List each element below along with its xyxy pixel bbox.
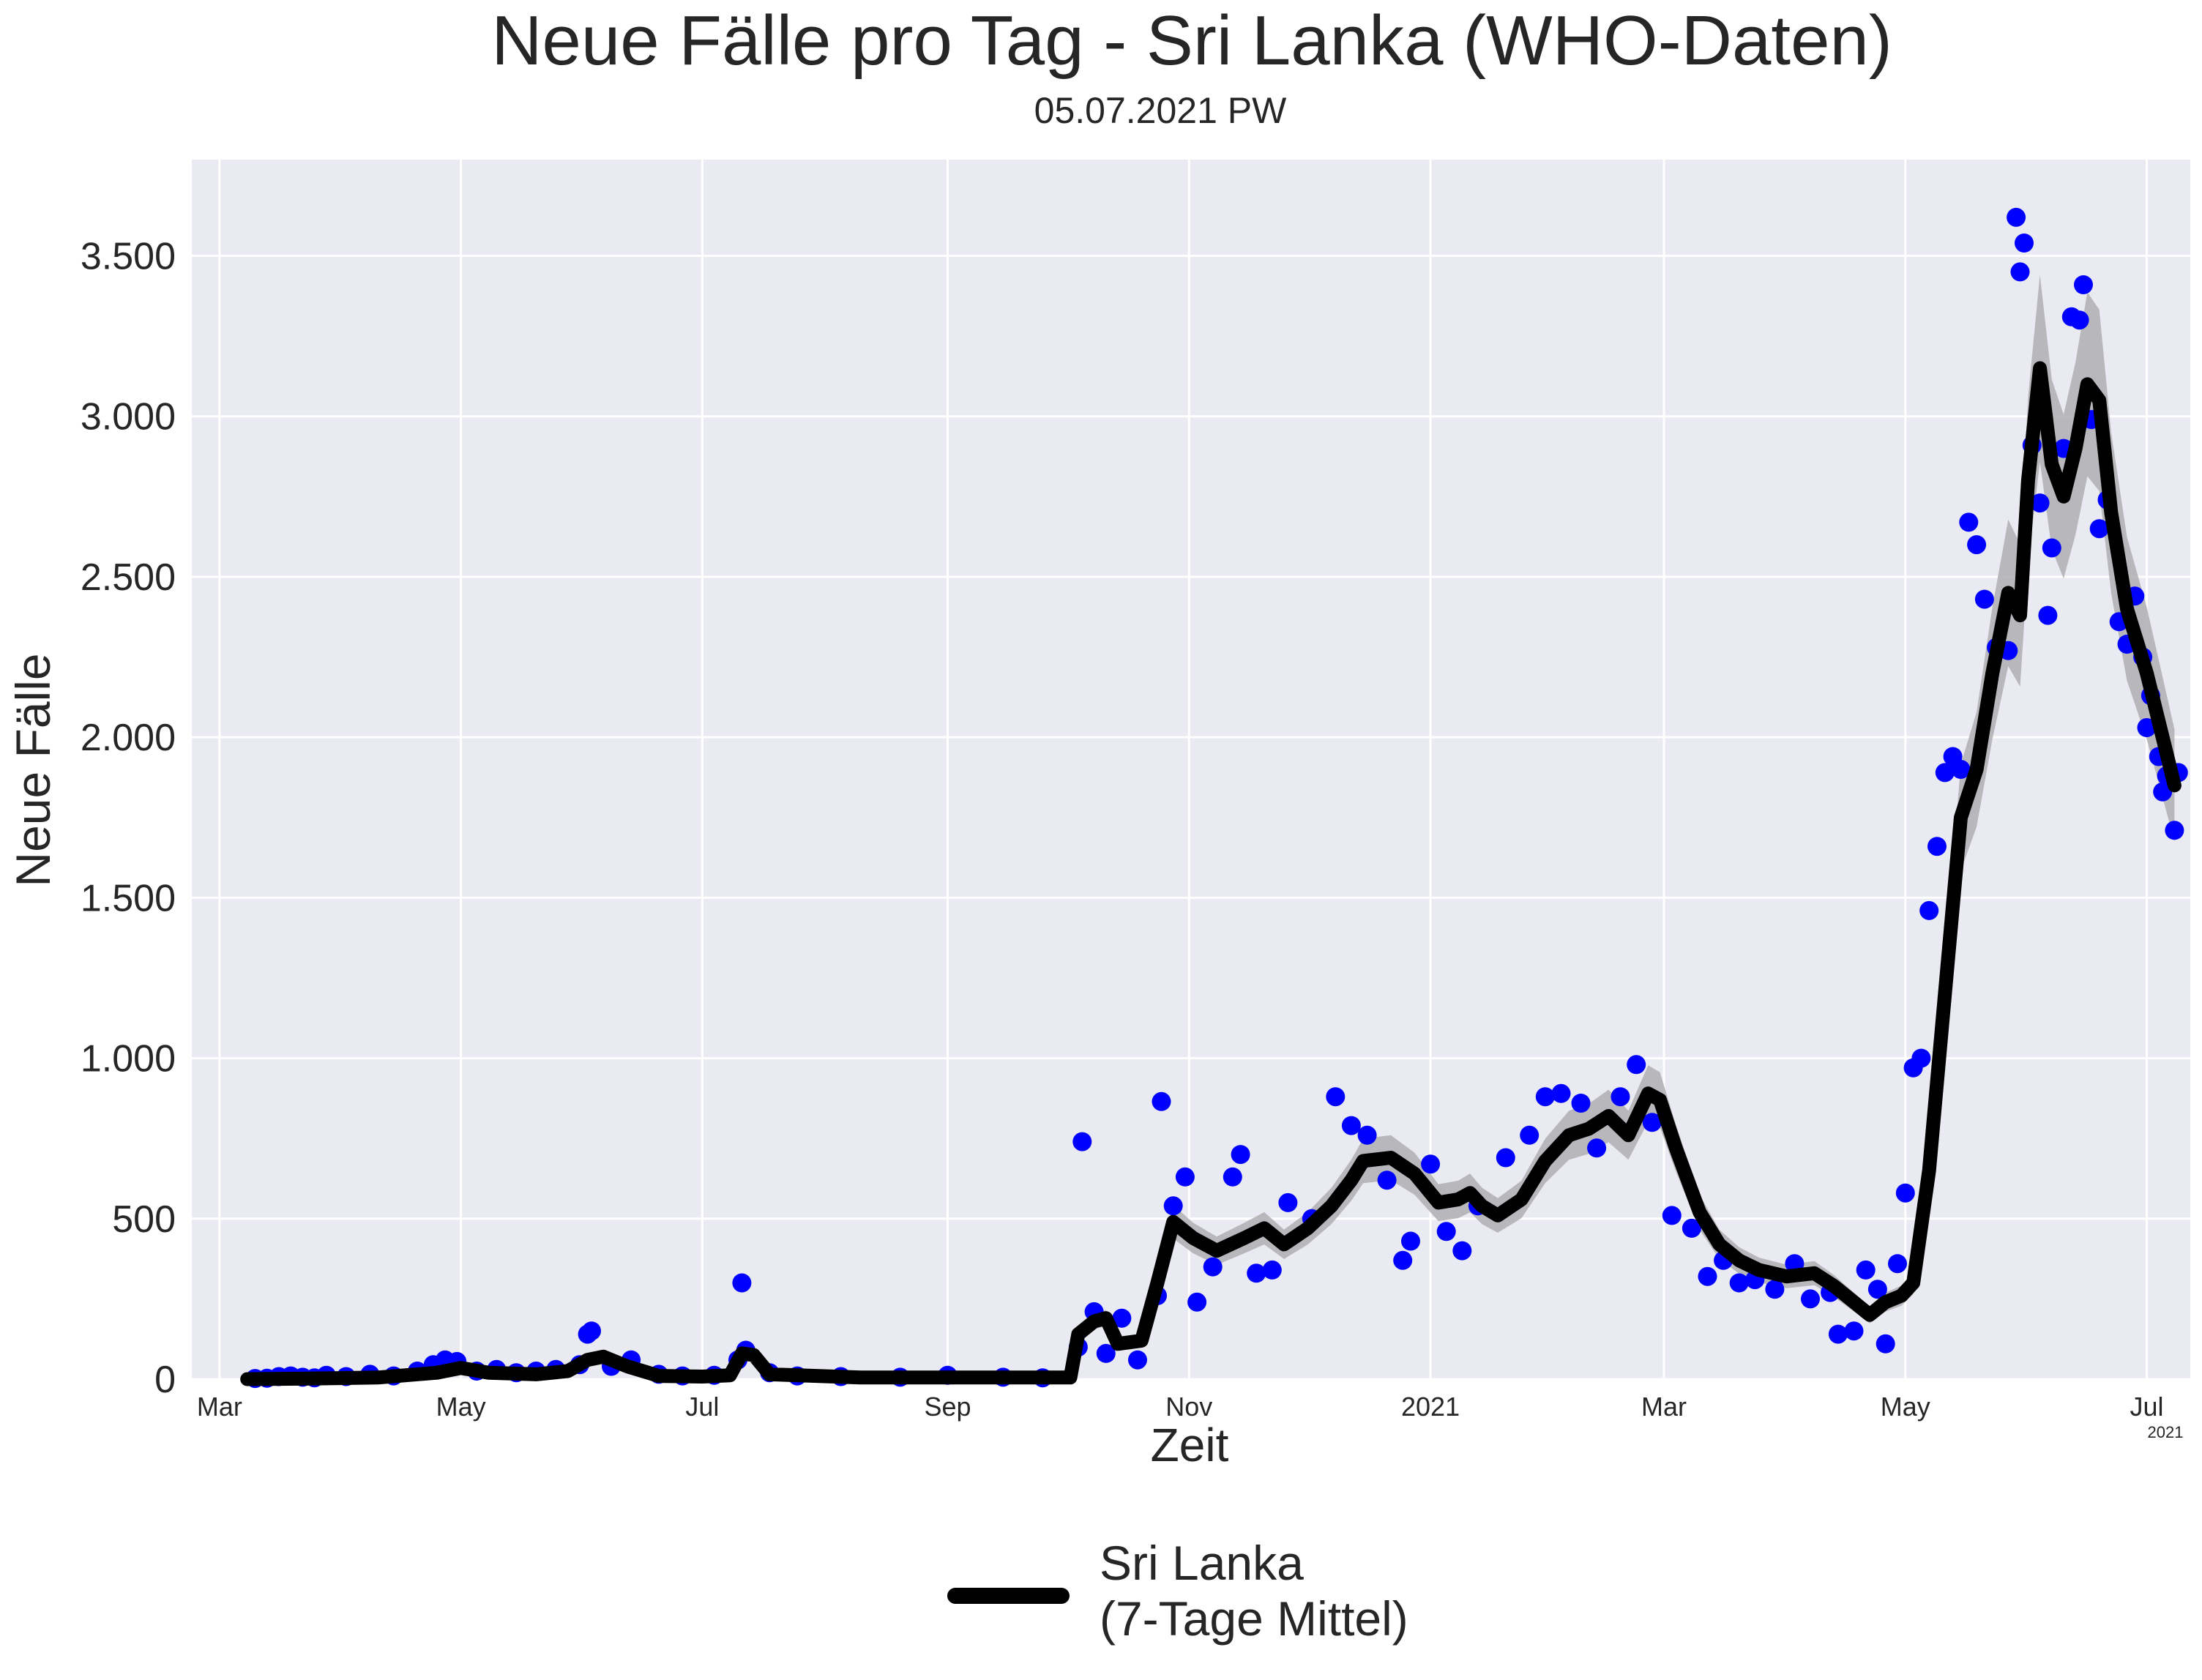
series-line [240,361,2182,1386]
y-tick-label: 2.500 [81,556,176,599]
data-point [1551,1083,1571,1103]
data-point [1959,512,1979,532]
data-point [1729,1273,1749,1293]
data-point [1535,1087,1555,1107]
data-point [1935,763,1955,783]
data-point [1452,1241,1472,1261]
data-point [1175,1167,1195,1187]
data-point [1828,1324,1848,1344]
seven-day-average-line [240,361,2182,1386]
y-tick-label: 2.000 [81,717,176,759]
data-point [1326,1087,1346,1107]
data-point [1223,1167,1242,1187]
data-point [1520,1125,1539,1145]
data-point [1919,900,1939,920]
data-point [1911,1048,1931,1068]
data-point [1421,1154,1441,1174]
data-point [1888,1254,1907,1274]
data-point [1247,1263,1266,1283]
data-point [582,1321,601,1341]
data-point [1152,1091,1171,1111]
data-point [1393,1250,1413,1270]
data-point [1278,1192,1298,1212]
x-tick-label: 2021 [1401,1392,1460,1422]
data-point [1341,1116,1361,1135]
y-tick-label: 3.000 [81,396,176,438]
data-point [1262,1260,1282,1280]
legend-label: Sri Lanka (7-Tage Mittel) [1100,1536,1408,1646]
y-tick-label: 1.000 [81,1038,176,1080]
data-point [1231,1145,1250,1165]
data-point [1876,1334,1895,1354]
data-point [1128,1350,1147,1370]
x-gridlines [218,160,2149,1379]
data-point [1163,1196,1183,1216]
data-point [1895,1183,1915,1203]
x-tick-label: Sep [925,1392,971,1422]
y-tick-labels: 0 500 1.000 1.500 2.000 2.500 3.000 3.500 [81,236,176,1401]
data-point [2069,310,2089,330]
x-tick-labels: Mar May Jul Sep Nov 2021 Mar May Jul [197,1392,2164,1422]
y-tick-label: 1.500 [81,877,176,919]
data-point [1377,1171,1397,1190]
data-point [1951,760,1971,779]
y-axis-label: Neue Fälle [6,653,60,886]
data-point [1203,1257,1223,1277]
data-point [2165,821,2184,840]
data-point [1357,1125,1377,1145]
data-point [732,1273,752,1293]
data-point [1587,1138,1607,1158]
data-point [1927,837,1947,856]
data-point [1112,1308,1132,1328]
data-point [2042,538,2061,558]
data-point [1627,1055,1646,1075]
x-tick-label: Jul [685,1392,719,1422]
data-point [2089,519,2109,539]
data-point [1856,1260,1876,1280]
data-point [1765,1280,1785,1299]
data-point [1571,1094,1591,1113]
x-tick-label: May [436,1392,486,1422]
data-point [1096,1343,1116,1363]
data-point [1436,1222,1456,1242]
data-point [1187,1292,1207,1312]
y-tick-label: 3.500 [81,236,176,278]
y-tick-label: 500 [112,1198,176,1241]
data-point [1072,1132,1092,1151]
plot-area [192,160,2190,1379]
chart-title: Neue Fälle pro Tag - Sri Lanka (WHO-Date… [491,1,1892,80]
data-point [1844,1321,1864,1341]
x-axis-label: Zeit [1151,1419,1229,1471]
data-point [1642,1113,1662,1132]
data-point [2015,234,2034,253]
data-point [2153,782,2173,802]
y-tick-label: 0 [154,1359,176,1401]
data-point [1662,1206,1682,1225]
data-point [2038,605,2058,625]
data-point [1867,1280,1887,1299]
x-tick-label: Jul [2130,1392,2164,1422]
data-point [2030,493,2050,513]
data-point [1611,1087,1630,1107]
data-point [1682,1218,1701,1238]
data-point [1401,1231,1420,1251]
data-point [2007,207,2026,227]
data-point [1967,535,1987,555]
legend: Sri Lanka (7-Tage Mittel) [947,1536,1408,1646]
chart-subtitle: 05.07.2021 PW [1034,90,1287,131]
data-point [1698,1266,1717,1286]
x-axis-offset-label: 2021 [2148,1423,2184,1441]
x-tick-label: May [1881,1392,1930,1422]
x-tick-label: Mar [1641,1392,1687,1422]
x-tick-label: Nov [1165,1392,1212,1422]
data-point [1496,1148,1515,1168]
data-point [1974,589,1994,609]
data-point [2010,262,2030,282]
x-tick-label: Mar [197,1392,242,1422]
data-point [2137,718,2157,737]
data-point [2074,275,2093,294]
data-point [1801,1289,1820,1309]
